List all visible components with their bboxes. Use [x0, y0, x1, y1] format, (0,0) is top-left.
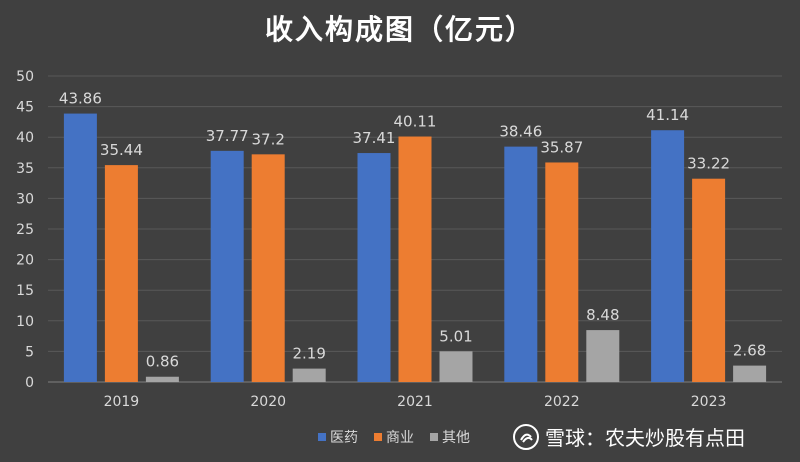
legend-item-commerce: 商业	[374, 427, 414, 447]
bar	[357, 153, 391, 382]
legend-label-commerce: 商业	[386, 430, 414, 446]
bar	[104, 165, 138, 382]
y-tick-label: 0	[25, 375, 34, 391]
bar	[692, 178, 726, 382]
y-tick-label: 5	[25, 344, 34, 360]
y-tick-label: 15	[16, 283, 34, 299]
legend: 医药 商业 其他	[318, 427, 470, 447]
data-label: 37.2	[251, 130, 284, 148]
y-tick-label: 10	[16, 314, 34, 330]
bar	[733, 365, 767, 382]
bar	[210, 150, 244, 382]
y-tick-label: 40	[16, 130, 34, 146]
legend-swatch-pharma	[318, 433, 326, 441]
data-label: 33.22	[687, 155, 730, 173]
data-label: 37.41	[353, 129, 396, 147]
data-label: 41.14	[646, 106, 689, 124]
bar	[292, 368, 326, 382]
y-tick-label: 25	[16, 222, 34, 238]
bar	[145, 376, 179, 382]
data-label: 0.86	[146, 353, 179, 371]
data-label: 5.01	[439, 327, 472, 345]
x-tick-label: 2021	[397, 394, 433, 410]
legend-label-pharma: 医药	[330, 430, 358, 446]
data-label: 37.77	[206, 127, 249, 145]
data-label: 38.46	[499, 123, 542, 141]
bar	[63, 113, 97, 383]
data-label: 43.86	[59, 90, 102, 108]
legend-item-pharma: 医药	[318, 427, 358, 447]
y-tick-label: 30	[16, 191, 34, 207]
data-label: 40.11	[394, 113, 437, 131]
x-tick-label: 2023	[691, 394, 727, 410]
data-label: 2.68	[733, 342, 766, 360]
legend-label-other: 其他	[442, 430, 470, 446]
watermark: 雪球：农夫炒股有点田	[513, 422, 745, 451]
bar	[398, 136, 432, 382]
y-tick-label: 45	[16, 100, 34, 116]
chart-title: 收入构成图（亿元）	[264, 13, 535, 46]
bar	[504, 146, 538, 382]
bar	[251, 154, 285, 382]
data-label: 35.44	[100, 141, 143, 159]
legend-swatch-other	[430, 433, 438, 441]
y-tick-label: 50	[16, 69, 34, 85]
bar	[586, 330, 620, 382]
x-tick-label: 2020	[250, 394, 286, 410]
bar	[439, 351, 473, 382]
legend-item-other: 其他	[430, 427, 470, 447]
watermark-text: 雪球：农夫炒股有点田	[545, 426, 745, 450]
y-tick-label: 20	[16, 253, 34, 269]
x-tick-label: 2022	[544, 394, 580, 410]
legend-swatch-commerce	[374, 433, 382, 441]
data-label: 2.19	[292, 345, 325, 363]
y-tick-label: 35	[16, 161, 34, 177]
data-label: 35.87	[540, 138, 583, 156]
data-label: 8.48	[586, 306, 619, 324]
snowball-logo-icon	[513, 423, 539, 450]
bar	[651, 130, 685, 382]
x-tick-label: 2019	[104, 394, 140, 410]
bar	[545, 162, 579, 382]
